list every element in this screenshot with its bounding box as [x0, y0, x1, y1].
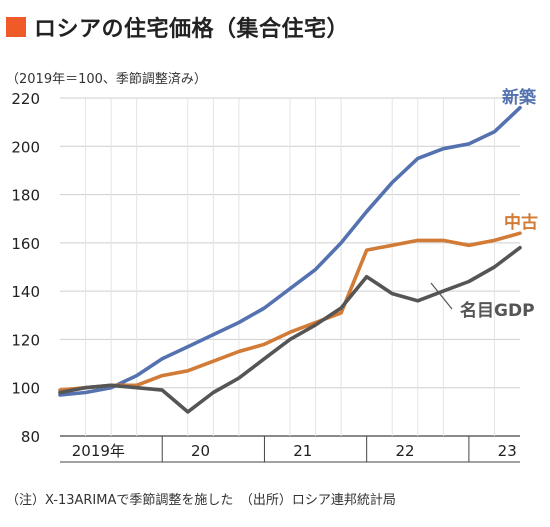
- series-label: 名目GDP: [460, 300, 535, 321]
- y-tick-label: 100: [11, 380, 40, 398]
- unit-note: （2019年＝100、季節調整済み）: [6, 72, 207, 87]
- y-tick-label: 200: [11, 138, 40, 156]
- y-tick-label: 220: [11, 90, 40, 108]
- series-line: [58, 105, 522, 397]
- chart-title: ロシアの住宅価格（集合住宅）: [34, 17, 350, 42]
- series-line: [58, 245, 522, 414]
- gdp-label-leader: [430, 282, 453, 310]
- x-tick-label: 21: [293, 442, 312, 460]
- y-tick-label: 180: [11, 187, 40, 205]
- series-label: 中古: [504, 212, 538, 233]
- y-tick-label: 120: [11, 331, 40, 349]
- title-marker: [6, 17, 26, 37]
- y-tick-label: 160: [11, 235, 40, 253]
- chart-title-row: ロシアの住宅価格（集合住宅）: [6, 11, 349, 43]
- x-tick-label: 2019年: [72, 442, 125, 460]
- x-tick-label: 20: [191, 442, 210, 460]
- series-line: [58, 231, 522, 392]
- y-tick-label: 80: [21, 428, 40, 446]
- footnote: （注）X-13ARIMAで季節調整を施した （出所）ロシア連邦統計局: [6, 493, 396, 508]
- x-tick-label: 22: [395, 442, 414, 460]
- series-label: 新築: [502, 87, 537, 108]
- y-tick-label: 140: [11, 283, 40, 301]
- x-tick-label: 23: [498, 442, 517, 460]
